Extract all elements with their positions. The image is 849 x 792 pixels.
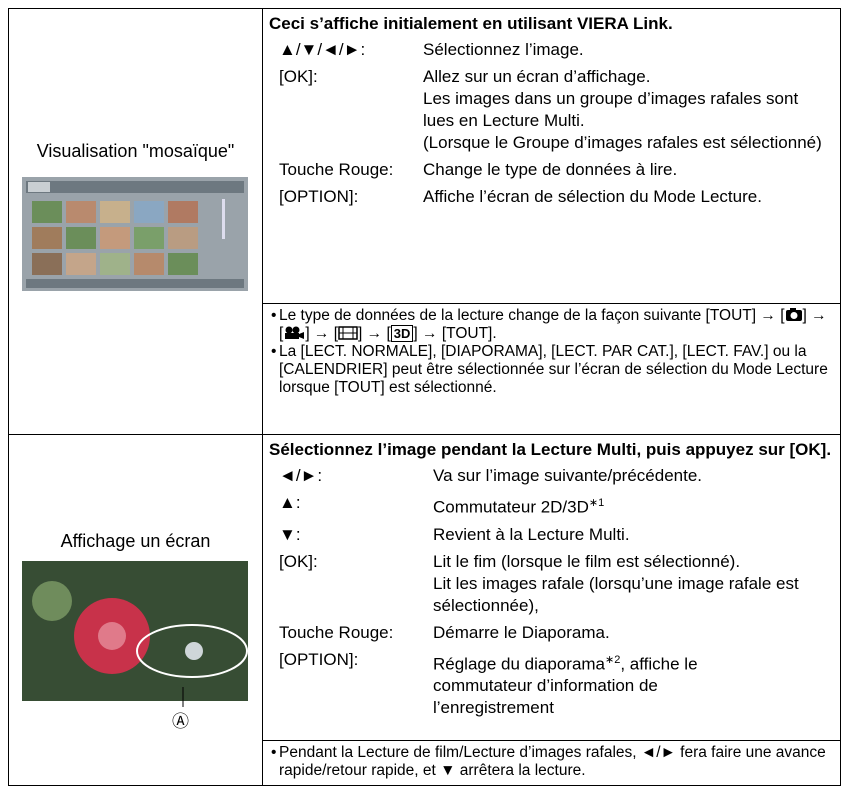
burst-icon	[338, 326, 358, 340]
desc: (Lorsque le Groupe d’images rafales est …	[423, 133, 822, 152]
photo-icon	[785, 308, 802, 321]
desc: , affiche le commutateur d’information d…	[433, 654, 698, 718]
container: Affiche l’écran de sélection du Mode Lec…	[423, 186, 783, 208]
note: La [LECT. NORMALE], [DIAPORAMA], [LECT. …	[269, 343, 834, 397]
note: Pendant la Lecture de film/Lecture d’ima…	[269, 744, 834, 780]
desc: Les images dans un groupe d’images rafal…	[423, 89, 799, 130]
row-content: Ceci s’affiche initialement en utilisant…	[262, 8, 841, 304]
desc: Revient à la Lecture Multi.	[433, 524, 630, 544]
container: [OPTION]: Affiche l’écran de sélection du…	[269, 186, 834, 208]
key: [OPTION]:	[279, 187, 359, 206]
container: Revient à la Lecture Multi.	[433, 524, 630, 546]
key: [OK]:	[279, 551, 318, 571]
key: ▲:	[279, 493, 301, 512]
container: Va sur l’image suivante/précédente.	[433, 465, 702, 487]
3d-icon: 3D	[390, 325, 414, 342]
movie-icon	[285, 326, 305, 339]
container: Réglage du diaporama∗2, affiche le commu…	[433, 649, 763, 720]
notes-cell: Le type de données de la lecture change …	[262, 303, 841, 435]
container: Commutateur 2D/3D∗1	[433, 492, 604, 519]
desc: Allez sur un écran d’affichage.	[423, 67, 651, 86]
row-label-cell: Affichage un écran Ⓐ	[8, 434, 263, 786]
notes-cell: Pendant la Lecture de film/Lecture d’ima…	[262, 740, 841, 786]
container: Touche Rouge: Change le type de données à…	[269, 159, 834, 181]
desc: Lit les images rafale (lorsqu’une image …	[433, 573, 799, 615]
container: Commutateur 2D/3D∗1	[433, 492, 604, 519]
key: ◄/►:	[279, 466, 323, 485]
desc: Va sur l’image suivante/précédente.	[433, 466, 703, 485]
note-text: ] → [	[305, 325, 339, 342]
container: [OK]: Allez sur un écran d’affichage. Les …	[269, 66, 834, 154]
container: Change le type de données à lire.	[423, 159, 677, 181]
row-label: Visualisation "mosaïque"	[36, 141, 235, 161]
container: ◄/►: Va sur l’image suivante/précédente.	[269, 465, 834, 487]
container: [OPTION]: Réglage du diaporama∗2, affiche…	[269, 649, 834, 720]
key: [OPTION]:	[279, 649, 359, 669]
container: [OK]: Lit le fim (lorsque le film est sél…	[269, 551, 834, 617]
footnote-ref: ∗2	[605, 653, 621, 666]
container: Sélectionnez l’image.	[423, 39, 584, 61]
callout-line	[182, 687, 184, 707]
desc: Lit le fim (lorsque le film est sélectio…	[433, 551, 741, 571]
key: Touche Rouge:	[279, 160, 394, 179]
note-text: ] → [TOUT].	[413, 325, 497, 342]
container: ▼: Revient à la Lecture Multi.	[269, 524, 834, 546]
desc: Réglage du diaporama	[433, 654, 606, 674]
callout-label: Ⓐ	[172, 712, 189, 731]
mosaic-screenshot	[22, 177, 248, 291]
note: Le type de données de la lecture change …	[269, 307, 834, 343]
note-text: Le type de données de la lecture change …	[279, 307, 785, 324]
container: Touche Rouge: Démarre le Diaporama.	[269, 622, 834, 644]
row-content: Sélectionnez l’image pendant la Lecture …	[262, 434, 841, 741]
row-label: Affichage un écran	[60, 531, 211, 551]
desc: Commutateur 2D/3D	[433, 497, 589, 517]
desc: Affiche l’écran de sélection du Mode Lec…	[423, 187, 762, 206]
heading: Sélectionnez l’image pendant la Lecture …	[269, 440, 832, 459]
row-label-cell: Visualisation "mosaïque"	[8, 8, 263, 435]
desc: Démarre le Diaporama.	[433, 622, 610, 642]
key: ▼:	[279, 524, 301, 544]
footnote-ref: ∗1	[588, 497, 605, 509]
desc: Change le type de données à lire.	[423, 160, 678, 179]
key: Touche Rouge:	[279, 622, 394, 642]
heading: Ceci s’affiche initialement en utilisant…	[269, 14, 673, 33]
note-text: ] → [	[358, 325, 391, 342]
container: Réglage du diaporama∗2, affiche le commu…	[433, 649, 763, 720]
container: Allez sur un écran d’affichage. Les image…	[423, 66, 823, 154]
container: ▲: Commutateur 2D/3D∗1	[269, 492, 834, 519]
key: ▲/▼/◄/►:	[279, 40, 366, 59]
desc: Sélectionnez l’image.	[423, 40, 584, 59]
key: [OK]:	[279, 67, 318, 86]
container: ▲/▼/◄/►: Sélectionnez l’image.	[269, 39, 834, 61]
container: Lit le fim (lorsque le film est sélectio…	[433, 551, 828, 617]
note-text: ] → [	[279, 307, 827, 342]
single-screenshot	[22, 561, 248, 701]
container: Démarre le Diaporama.	[433, 622, 610, 644]
